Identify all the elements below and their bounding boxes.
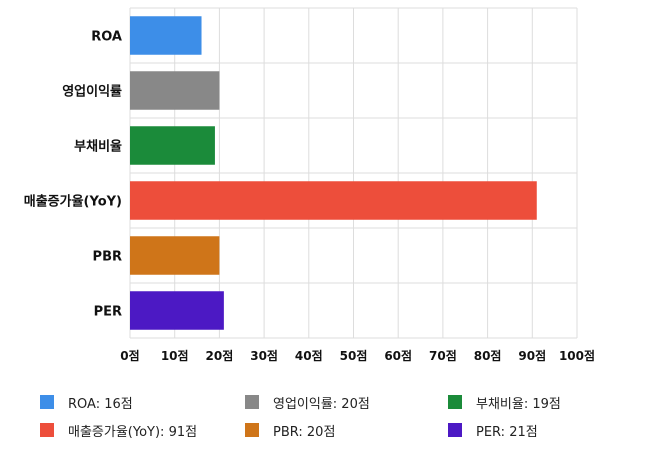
bars-group <box>130 16 537 330</box>
x-tick-label: 70점 <box>429 348 457 363</box>
legend-label: 부채비율: 19점 <box>476 396 561 412</box>
legend-label: 매출증가율(YoY): 91점 <box>68 424 198 440</box>
bar <box>130 71 220 110</box>
legend-swatch <box>245 395 259 409</box>
x-tick-label: 40점 <box>295 348 323 363</box>
x-tick-label: 30점 <box>250 348 278 363</box>
x-tick-label: 100점 <box>559 348 595 363</box>
bar <box>130 236 220 275</box>
legend-label: PER: 21점 <box>476 424 538 440</box>
legend-item: ROA: 16점 <box>40 392 133 412</box>
legend-swatch <box>448 395 462 409</box>
bar <box>130 181 537 220</box>
legend-item: 영업이익률: 20점 <box>245 392 370 412</box>
legend-swatch <box>245 423 259 437</box>
grid-lines <box>129 7 578 339</box>
x-tick-label: 60점 <box>384 348 412 363</box>
category-label: ROA <box>91 30 122 45</box>
x-tick-label: 0점 <box>120 348 139 363</box>
bar <box>130 16 202 55</box>
category-label: 영업이익률 <box>62 84 122 100</box>
legend-item: PBR: 20점 <box>245 420 335 440</box>
bar <box>130 291 224 330</box>
legend-swatch <box>40 395 54 409</box>
category-label: 매출증가율(YoY) <box>24 194 122 210</box>
legend-label: 영업이익률: 20점 <box>273 396 370 412</box>
legend-swatch <box>40 423 54 437</box>
x-tick-label: 50점 <box>340 348 368 363</box>
x-tick-label: 20점 <box>206 348 234 363</box>
legend-label: ROA: 16점 <box>68 396 133 412</box>
legend-label: PBR: 20점 <box>273 424 336 440</box>
category-label: 부채비율 <box>74 139 122 155</box>
x-tick-labels: 0점 10점 20점 30점 40점 50점 60점 70점 80점 90점 100점 <box>120 348 595 363</box>
legend-item: PER: 21점 <box>448 420 538 440</box>
category-label: PBR <box>93 250 122 265</box>
x-tick-label: 90점 <box>518 348 546 363</box>
bar <box>130 126 215 165</box>
legend-swatch <box>448 423 462 437</box>
x-tick-label: 80점 <box>474 348 502 363</box>
legend-item: 매출증가율(YoY): 91점 <box>40 420 197 440</box>
x-tick-label: 10점 <box>161 348 189 363</box>
category-label: PER <box>94 305 122 320</box>
legend-item: 부채비율: 19점 <box>448 392 561 412</box>
